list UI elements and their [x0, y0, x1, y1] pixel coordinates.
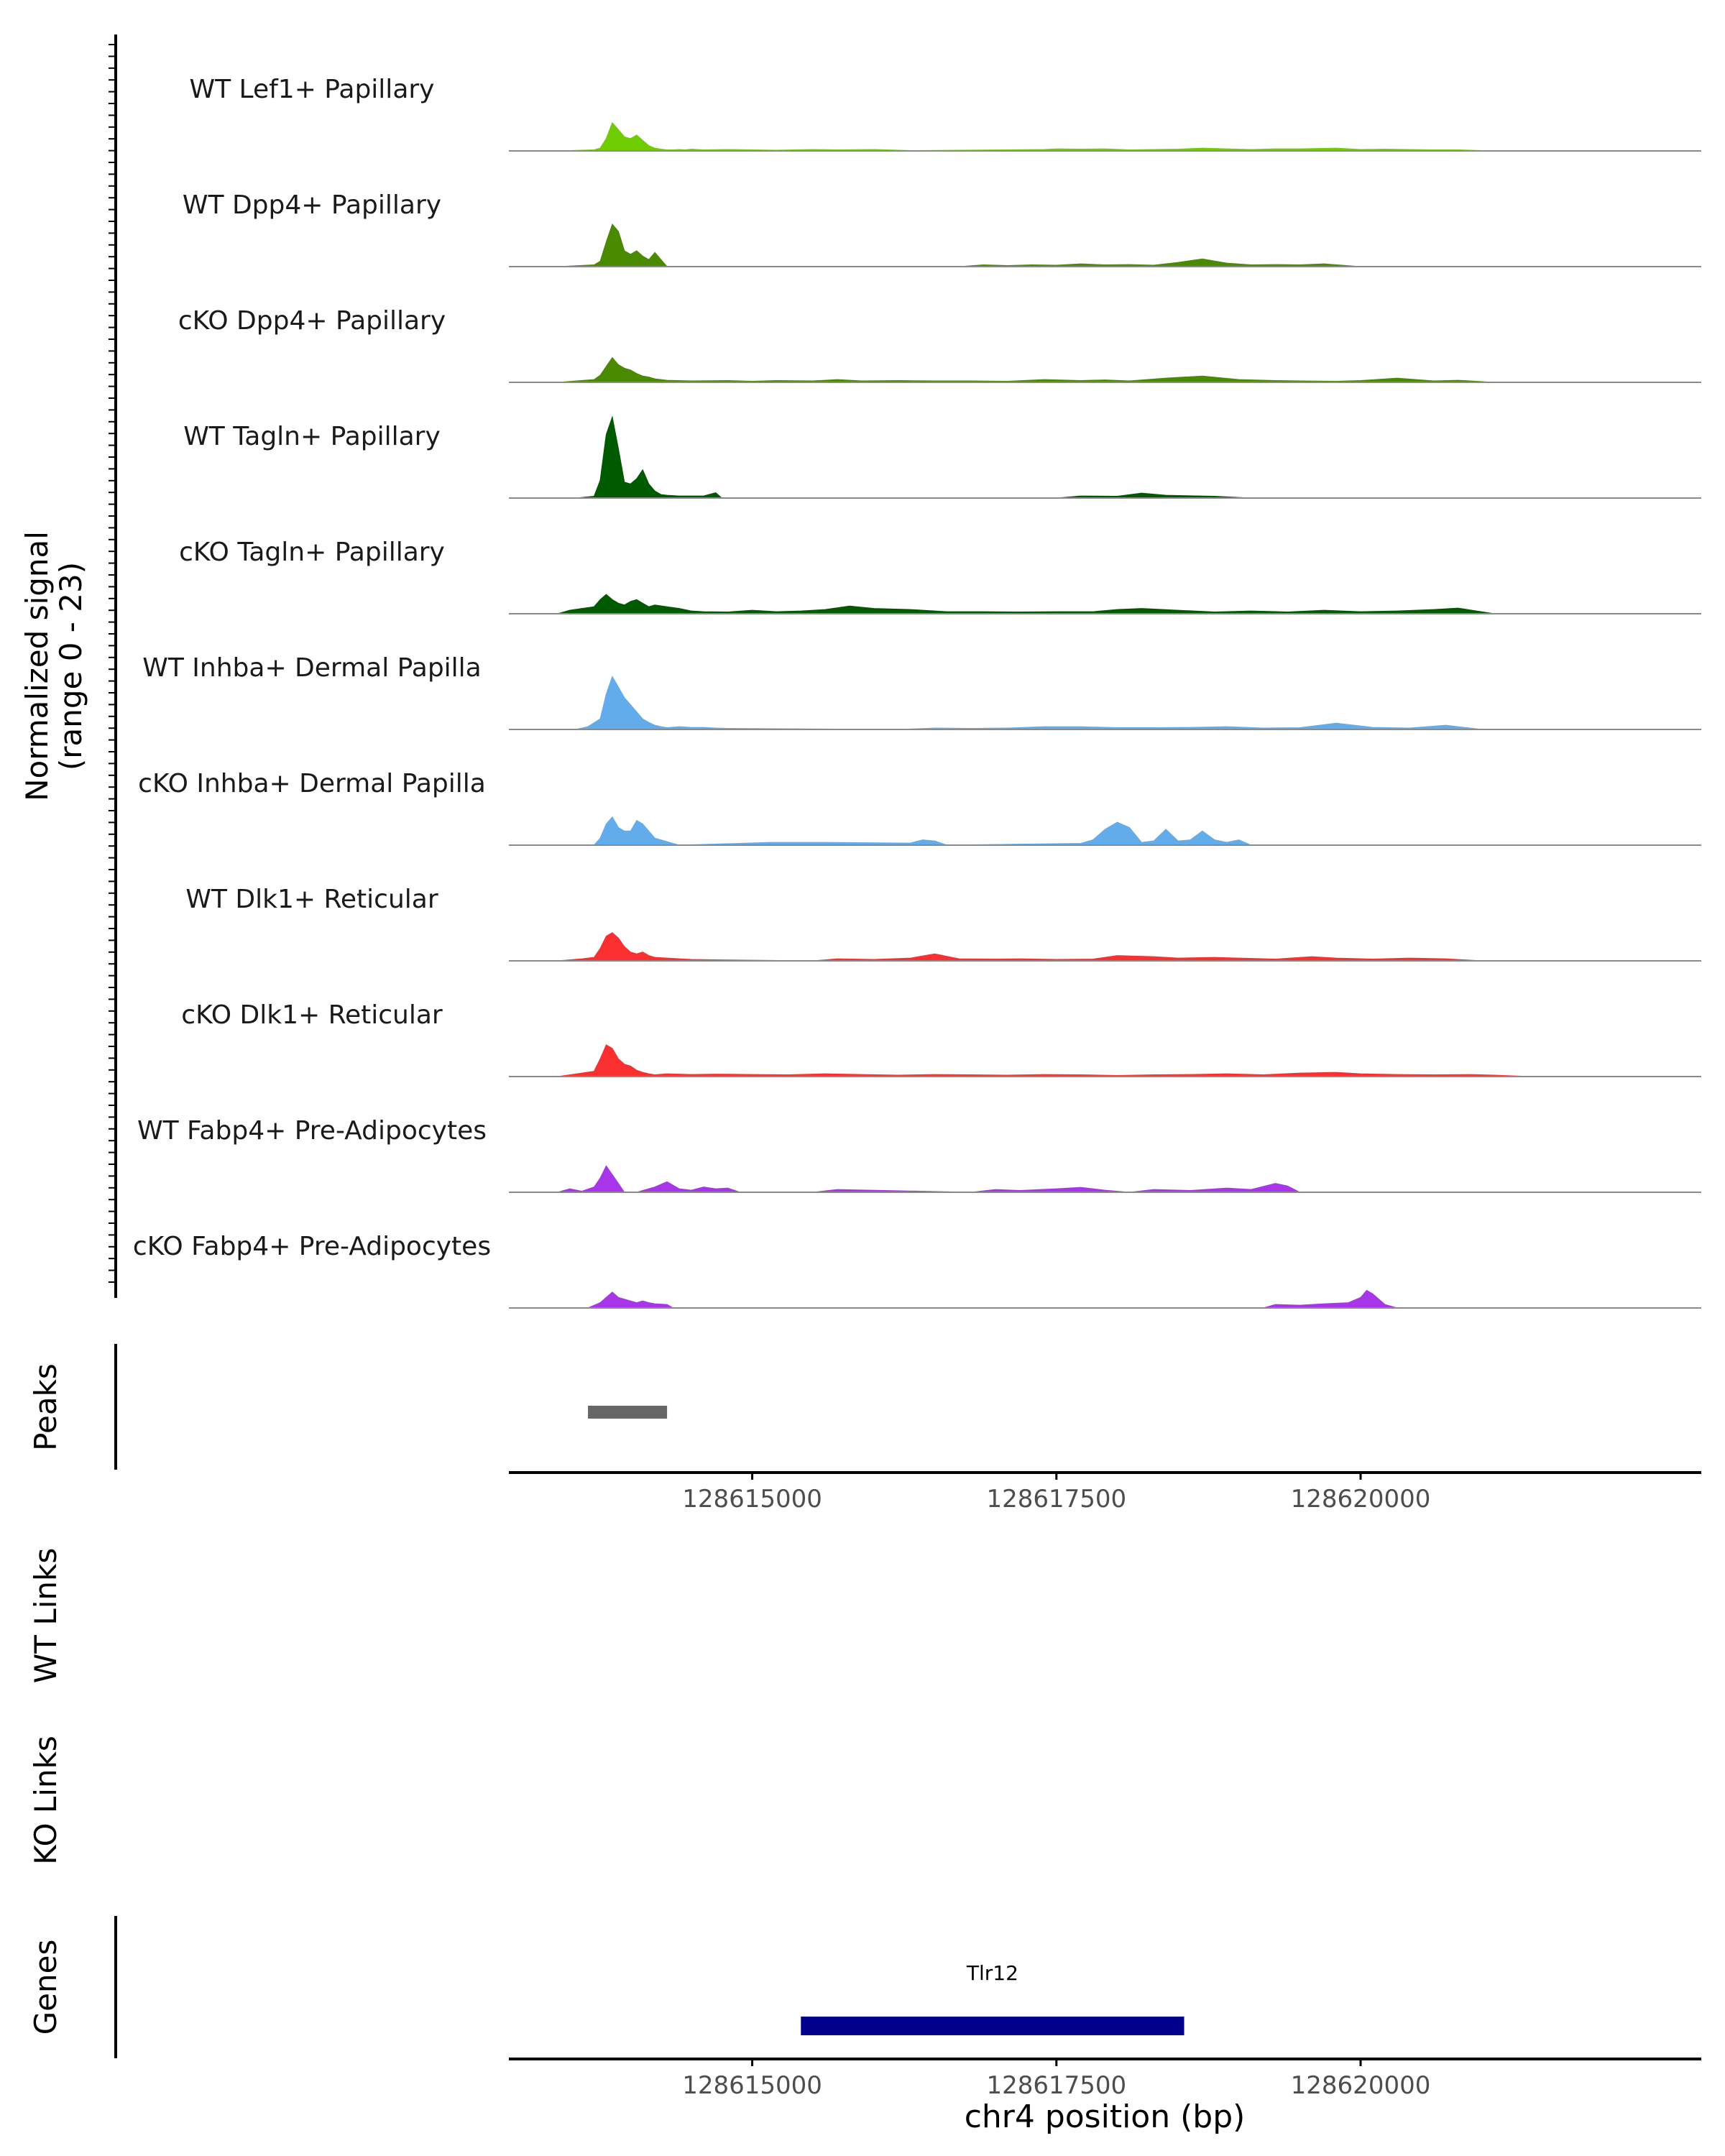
- x-tick-label: 128615000: [682, 1485, 822, 1514]
- peaks-track: [588, 1406, 668, 1419]
- genes-track: Tlr12: [801, 1961, 1184, 2035]
- x-axis-title: chr4 position (bp): [965, 2099, 1246, 2135]
- coverage-y-axis-title: Normalized signal (range 0 - 23): [19, 531, 88, 801]
- genes-track-title: Genes: [28, 1940, 63, 2035]
- track-label: WT Lef1+ Papillary: [190, 75, 435, 104]
- coverage-area: [576, 415, 1251, 499]
- coverage-track: WT Tagln+ Papillary: [183, 415, 1701, 499]
- coverage-track: WT Lef1+ Papillary: [190, 75, 1701, 152]
- track-label: WT Dpp4+ Papillary: [183, 190, 441, 220]
- coverage-area: [593, 816, 1251, 846]
- x-tick-label: 128617500: [986, 2071, 1126, 2100]
- x-tick-label: 128617500: [986, 1485, 1126, 1514]
- coverage-area: [575, 676, 1483, 730]
- track-label: WT Inhba+ Dermal Papilla: [142, 653, 481, 683]
- track-label: cKO Inhba+ Dermal Papilla: [138, 769, 486, 798]
- x-tick-label: 128620000: [1291, 2071, 1431, 2100]
- ko-links-track-title: KO Links: [28, 1736, 63, 1865]
- coverage-area: [557, 932, 1483, 962]
- track-label: WT Tagln+ Papillary: [183, 422, 441, 451]
- coverage-track: WT Fabp4+ Pre-Adipocytes: [137, 1116, 1701, 1193]
- track-label: WT Fabp4+ Pre-Adipocytes: [137, 1116, 487, 1146]
- coverage-track: WT Dlk1+ Reticular: [185, 885, 1701, 962]
- position-axis-ticks-top: 128615000 128617500 128620000: [682, 1473, 1430, 1514]
- coverage-area: [557, 1165, 1300, 1193]
- coverage-track: cKO Dpp4+ Papillary: [178, 306, 1701, 383]
- x-tick-label: 128615000: [682, 2071, 822, 2100]
- coverage-area: [557, 356, 1495, 383]
- coverage-track: cKO Tagln+ Papillary: [179, 538, 1701, 614]
- track-label: WT Dlk1+ Reticular: [185, 885, 438, 914]
- position-axis-ticks-bottom: 128615000 128617500 128620000: [682, 2059, 1430, 2100]
- coverage-track: WT Dpp4+ Papillary: [183, 190, 1701, 267]
- coverage-track: cKO Inhba+ Dermal Papilla: [138, 769, 1701, 846]
- gene-name-label: Tlr12: [966, 1961, 1018, 1985]
- gene-body: [801, 2017, 1184, 2035]
- coverage-tracks: WT Lef1+ Papillary WT Dpp4+ Papillary cKO …: [133, 75, 1701, 1309]
- track-label: cKO Fabp4+ Pre-Adipocytes: [133, 1232, 491, 1261]
- track-label: cKO Tagln+ Papillary: [179, 538, 445, 567]
- track-label: cKO Dlk1+ Reticular: [181, 1000, 443, 1030]
- y-axis-subtitle: (range 0 - 23): [53, 562, 88, 770]
- coverage-track: cKO Dlk1+ Reticular: [181, 1000, 1701, 1077]
- x-tick-label: 128620000: [1291, 1485, 1431, 1514]
- y-axis-title: Normalized signal: [19, 531, 55, 801]
- coverage-area: [557, 594, 1495, 614]
- coverage-area: [557, 121, 1495, 152]
- coverage-area: [557, 1044, 1532, 1077]
- coverage-track: cKO Fabp4+ Pre-Adipocytes: [133, 1232, 1701, 1309]
- wt-links-track-title: WT Links: [28, 1548, 63, 1683]
- coverage-area: [587, 1289, 1397, 1309]
- peak-interval: [588, 1406, 668, 1419]
- track-label: cKO Dpp4+ Papillary: [178, 306, 446, 336]
- peaks-track-title: Peaks: [28, 1363, 63, 1451]
- coverage-y-ticks: [109, 44, 116, 1283]
- coverage-track: WT Inhba+ Dermal Papilla: [142, 653, 1701, 730]
- coverage-area: [557, 224, 1361, 267]
